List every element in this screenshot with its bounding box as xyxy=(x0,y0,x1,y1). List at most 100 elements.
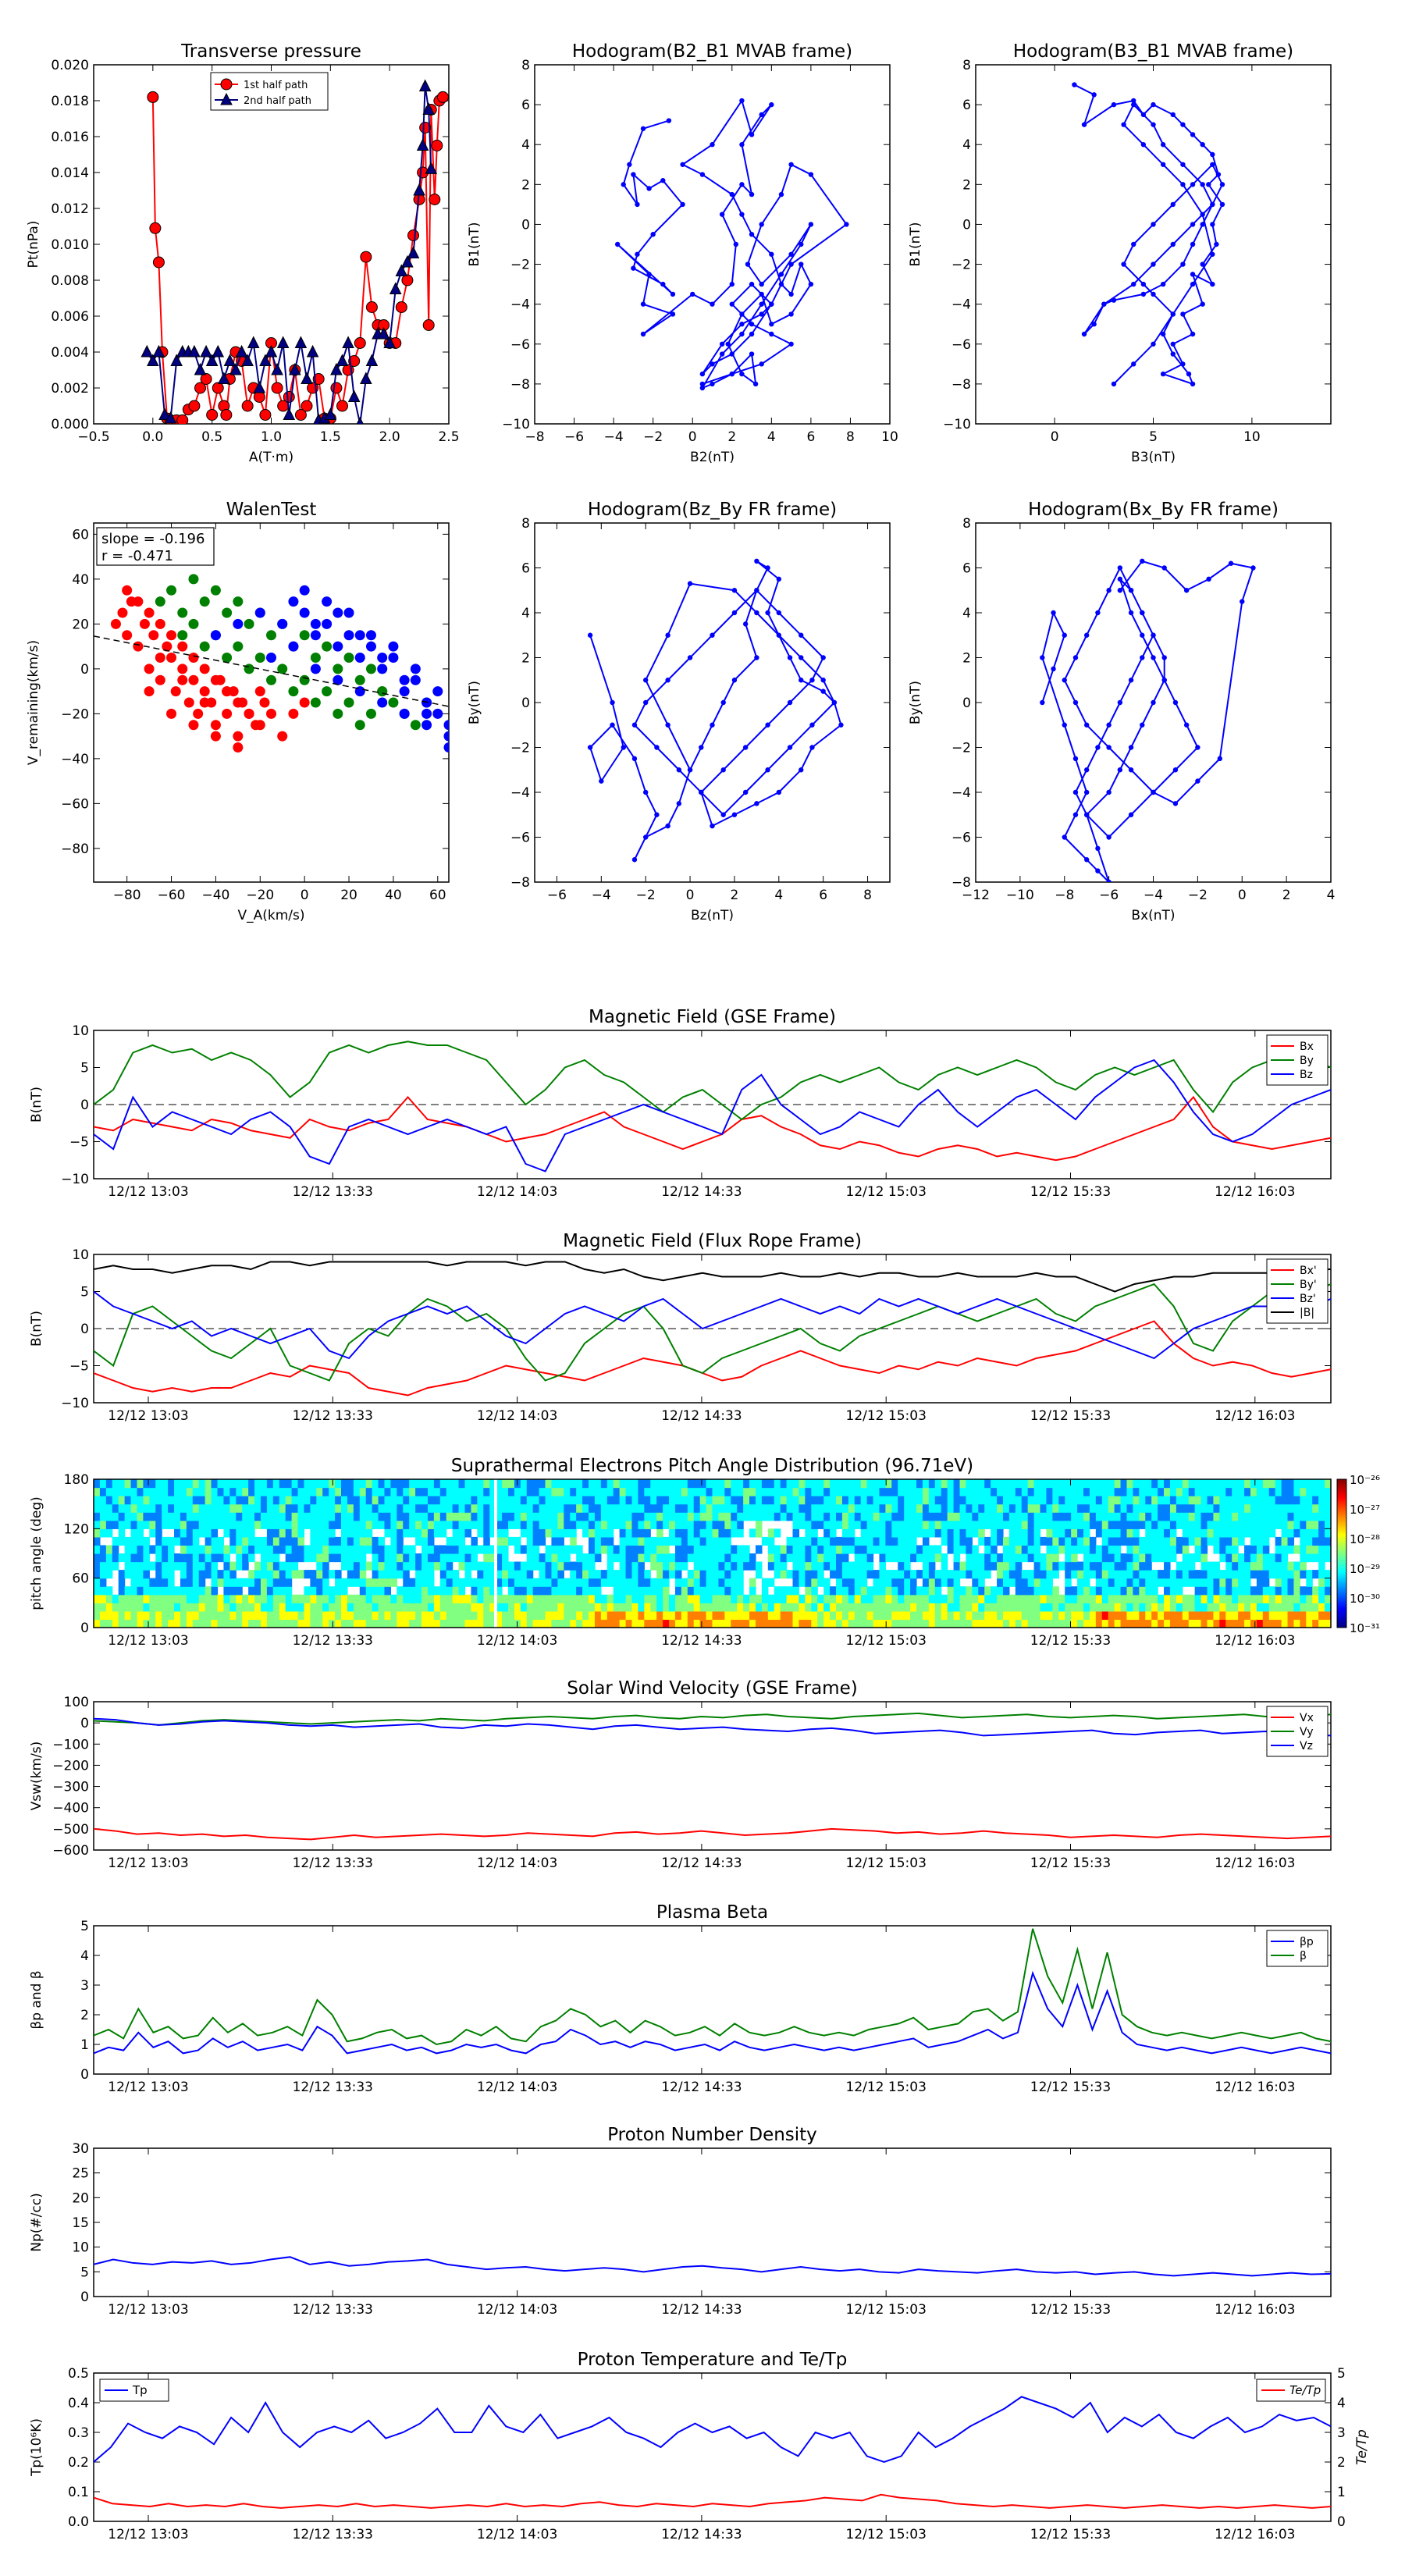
heatmap-cell xyxy=(118,1496,126,1505)
data-point xyxy=(809,722,815,728)
heatmap-cell xyxy=(526,1578,534,1587)
heatmap-cell xyxy=(848,1487,855,1496)
time-tick-label: 12/12 15:03 xyxy=(846,1408,927,1424)
heatmap-cell xyxy=(1293,1561,1300,1571)
heatmap-cell xyxy=(984,1603,991,1612)
heatmap-cell xyxy=(663,1561,670,1571)
heatmap-cell xyxy=(947,1570,955,1579)
heatmap-cell xyxy=(1275,1619,1282,1628)
heatmap-cell xyxy=(916,1520,923,1529)
heatmap-cell xyxy=(1256,1512,1264,1521)
chart-title: Magnetic Field (Flux Rope Frame) xyxy=(563,1231,862,1251)
heatmap-cell xyxy=(959,1586,967,1596)
heatmap-cell xyxy=(180,1479,187,1489)
heatmap-cell xyxy=(266,1570,274,1579)
heatmap-cell xyxy=(94,1545,101,1554)
heatmap-cell xyxy=(329,1520,336,1529)
heatmap-cell xyxy=(94,1561,101,1571)
heatmap-cell xyxy=(755,1603,763,1612)
heatmap-cell xyxy=(1164,1561,1171,1571)
time-tick-label: 12/12 14:03 xyxy=(477,2080,557,2095)
heatmap-cell xyxy=(130,1536,138,1546)
heatmap-cell xyxy=(1325,1512,1331,1521)
heatmap-cell xyxy=(1169,1536,1177,1546)
heatmap-cell xyxy=(347,1512,354,1521)
heatmap-cell xyxy=(625,1610,633,1621)
heatmap-cell xyxy=(854,1570,862,1579)
heatmap-cell xyxy=(1114,1553,1122,1563)
heatmap-cell xyxy=(1225,1496,1232,1505)
heatmap-cell xyxy=(1008,1594,1016,1603)
heatmap-cell xyxy=(606,1594,614,1603)
heatmap-cell xyxy=(458,1578,466,1587)
heatmap-cell xyxy=(130,1545,138,1554)
heatmap-cell xyxy=(1046,1545,1053,1554)
heatmap-cell xyxy=(1120,1496,1128,1505)
heatmap-cell xyxy=(1114,1503,1122,1513)
heatmap-cell xyxy=(570,1512,577,1521)
heatmap-cell xyxy=(279,1479,286,1489)
heatmap-cell xyxy=(947,1610,955,1621)
heatmap-cell xyxy=(390,1570,397,1579)
heatmap-cell xyxy=(1046,1561,1053,1571)
heatmap-cell xyxy=(625,1619,633,1628)
data-point xyxy=(200,344,212,358)
heatmap-cell xyxy=(248,1479,255,1489)
heatmap-cell xyxy=(613,1520,621,1529)
heatmap-cell xyxy=(891,1503,898,1513)
heatmap-cell xyxy=(329,1545,336,1554)
y-tick-label: −8 xyxy=(510,875,530,891)
heatmap-cell xyxy=(854,1520,862,1529)
heatmap-cell xyxy=(1262,1503,1270,1513)
data-point xyxy=(788,291,794,297)
y-tick-label: −200 xyxy=(52,1758,89,1774)
heatmap-cell xyxy=(656,1536,663,1546)
heatmap-cell xyxy=(1114,1570,1122,1579)
heatmap-cell xyxy=(1145,1479,1152,1489)
heatmap-cell xyxy=(285,1479,293,1489)
heatmap-cell xyxy=(1126,1603,1133,1612)
heatmap-cell xyxy=(619,1528,627,1538)
heatmap-cell xyxy=(458,1503,466,1513)
heatmap-cell xyxy=(724,1503,731,1513)
heatmap-cell xyxy=(242,1528,249,1538)
heatmap-cell xyxy=(1046,1528,1053,1538)
heatmap-cell xyxy=(997,1479,1004,1489)
heatmap-cell xyxy=(94,1603,101,1612)
heatmap-cell xyxy=(397,1570,404,1579)
heatmap-cell xyxy=(1139,1496,1146,1505)
heatmap-cell xyxy=(335,1487,342,1496)
heatmap-cell xyxy=(743,1561,750,1571)
heatmap-cell xyxy=(310,1586,317,1596)
heatmap-cell xyxy=(514,1496,521,1505)
heatmap-cell xyxy=(236,1536,243,1546)
heatmap-cell xyxy=(526,1545,534,1554)
heatmap-cell xyxy=(1225,1619,1232,1628)
heatmap-cell xyxy=(260,1479,268,1489)
heatmap-cell xyxy=(168,1520,175,1529)
data-point xyxy=(343,607,354,618)
heatmap-cell xyxy=(1325,1487,1331,1496)
heatmap-cell xyxy=(415,1536,422,1546)
data-point xyxy=(266,708,276,719)
chart-walen: −80 −60 −40 −20 0 20 40 60−80−60−40−200204060Wa… xyxy=(26,500,450,923)
data-point xyxy=(343,697,354,708)
heatmap-cell xyxy=(582,1512,589,1521)
time-tick-label: 12/12 15:03 xyxy=(846,2302,927,2318)
heatmap-cell xyxy=(953,1603,961,1612)
heatmap-cell xyxy=(118,1487,126,1496)
heatmap-cell xyxy=(823,1619,831,1628)
heatmap-cell xyxy=(409,1610,416,1621)
heatmap-cell xyxy=(1008,1496,1016,1505)
heatmap-cell xyxy=(997,1512,1004,1521)
heatmap-cell xyxy=(520,1594,528,1603)
heatmap-cell xyxy=(1008,1520,1016,1529)
heatmap-cell xyxy=(564,1545,571,1554)
heatmap-cell xyxy=(761,1536,769,1546)
heatmap-cell xyxy=(439,1619,447,1628)
data-point xyxy=(731,678,738,683)
heatmap-cell xyxy=(984,1570,991,1579)
heatmap-cell xyxy=(378,1520,386,1529)
